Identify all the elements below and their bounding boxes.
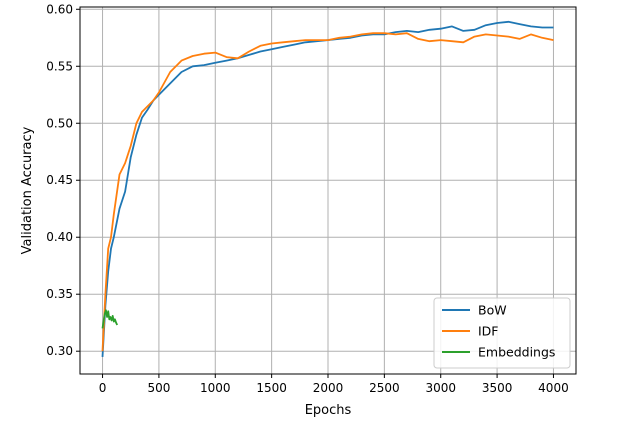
legend-label: Embeddings — [478, 345, 555, 360]
series-line-idf — [101, 32, 554, 352]
y-tick-label: 0.60 — [46, 2, 73, 16]
x-tick-label: 4000 — [538, 381, 569, 395]
y-tick-label: 0.45 — [46, 173, 73, 187]
series-lines — [101, 20, 554, 357]
legend-label: IDF — [478, 324, 499, 339]
x-tick-label: 1500 — [256, 381, 287, 395]
legend: BoW IDF Embeddings — [433, 297, 571, 369]
y-tick-label: 0.50 — [46, 116, 73, 130]
y-tick-label: 0.35 — [46, 287, 73, 301]
y-tick-label: 0.40 — [46, 230, 73, 244]
x-tick-label: 0 — [99, 381, 107, 395]
y-axis-label: Validation Accuracy — [20, 126, 35, 254]
x-tick-label: 1000 — [200, 381, 231, 395]
axis-ticks: 0 500 1000 1500 2000 2500 3000 3500 4000 0.30 0.35… — [46, 2, 568, 395]
legend-label: BoW — [478, 303, 507, 318]
x-tick-label: 3000 — [425, 381, 456, 395]
series-line-bow — [101, 20, 554, 357]
x-tick-label: 2000 — [313, 381, 344, 395]
y-tick-label: 0.30 — [46, 344, 73, 358]
x-tick-label: 500 — [147, 381, 170, 395]
series-line-embeddings — [101, 309, 119, 329]
x-tick-label: 2500 — [369, 381, 400, 395]
legend-box — [433, 297, 571, 369]
y-tick-label: 0.55 — [46, 59, 73, 73]
x-axis-label: Epochs — [305, 403, 352, 418]
x-tick-label: 3500 — [482, 381, 513, 395]
